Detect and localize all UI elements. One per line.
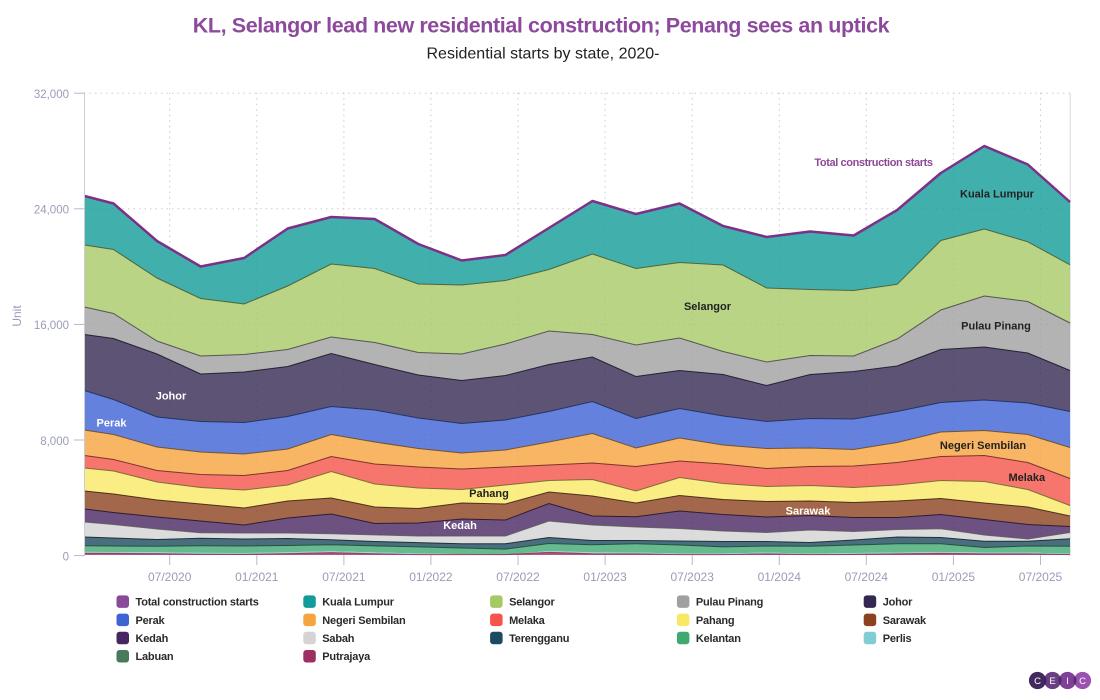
svg-text:Kuala Lumpur: Kuala Lumpur xyxy=(322,597,394,609)
svg-text:Total construction starts: Total construction starts xyxy=(814,157,932,169)
svg-text:Kedah: Kedah xyxy=(443,520,477,532)
svg-text:Perak: Perak xyxy=(136,615,166,627)
svg-text:01/2022: 01/2022 xyxy=(409,570,453,584)
svg-text:Selangor: Selangor xyxy=(684,301,732,313)
svg-text:Sarawak: Sarawak xyxy=(883,615,927,627)
svg-text:Kelantan: Kelantan xyxy=(696,633,741,645)
svg-text:I: I xyxy=(1066,676,1069,687)
svg-text:Negeri Sembilan: Negeri Sembilan xyxy=(322,615,406,627)
svg-text:8,000: 8,000 xyxy=(40,436,69,448)
svg-text:C: C xyxy=(1079,676,1086,687)
svg-text:Pulau Pinang: Pulau Pinang xyxy=(696,597,763,609)
svg-text:07/2020: 07/2020 xyxy=(148,570,192,584)
svg-text:Melaka: Melaka xyxy=(509,615,546,627)
svg-text:Johor: Johor xyxy=(156,391,187,403)
svg-text:Sabah: Sabah xyxy=(322,633,354,645)
svg-text:Perak: Perak xyxy=(97,418,128,430)
svg-text:32,000: 32,000 xyxy=(34,89,69,101)
svg-text:Total construction starts: Total construction starts xyxy=(136,597,259,609)
svg-text:07/2025: 07/2025 xyxy=(1019,570,1063,584)
svg-text:01/2023: 01/2023 xyxy=(583,570,627,584)
svg-text:Terengganu: Terengganu xyxy=(509,633,569,645)
svg-text:24,000: 24,000 xyxy=(34,205,69,217)
svg-text:01/2025: 01/2025 xyxy=(932,570,976,584)
svg-text:Negeri Sembilan: Negeri Sembilan xyxy=(940,440,1026,452)
svg-text:Labuan: Labuan xyxy=(136,651,174,663)
svg-text:Pahang: Pahang xyxy=(469,488,509,500)
svg-text:07/2024: 07/2024 xyxy=(845,570,889,584)
svg-text:07/2023: 07/2023 xyxy=(671,570,715,584)
svg-text:07/2021: 07/2021 xyxy=(322,570,366,584)
svg-text:KL, Selangor lead new resident: KL, Selangor lead new residential constr… xyxy=(193,14,890,38)
svg-text:C: C xyxy=(1034,676,1041,687)
svg-text:0: 0 xyxy=(63,551,69,563)
svg-text:E: E xyxy=(1049,676,1055,687)
svg-text:Unit: Unit xyxy=(10,305,24,327)
svg-text:Selangor: Selangor xyxy=(509,597,555,609)
svg-text:Pahang: Pahang xyxy=(696,615,735,627)
svg-text:Residential starts by state, 2: Residential starts by state, 2020- xyxy=(426,46,659,63)
svg-text:Putrajaya: Putrajaya xyxy=(322,651,371,663)
svg-text:Kedah: Kedah xyxy=(136,633,169,645)
svg-text:01/2021: 01/2021 xyxy=(235,570,279,584)
svg-text:Pulau Pinang: Pulau Pinang xyxy=(961,321,1031,333)
svg-text:Kuala Lumpur: Kuala Lumpur xyxy=(960,189,1035,201)
svg-text:Melaka: Melaka xyxy=(1008,472,1046,484)
svg-text:Johor: Johor xyxy=(883,597,913,609)
svg-text:07/2022: 07/2022 xyxy=(496,570,540,584)
svg-text:16,000: 16,000 xyxy=(34,320,69,332)
svg-text:Sarawak: Sarawak xyxy=(786,506,832,518)
svg-text:Perlis: Perlis xyxy=(883,633,912,645)
svg-text:01/2024: 01/2024 xyxy=(758,570,802,584)
